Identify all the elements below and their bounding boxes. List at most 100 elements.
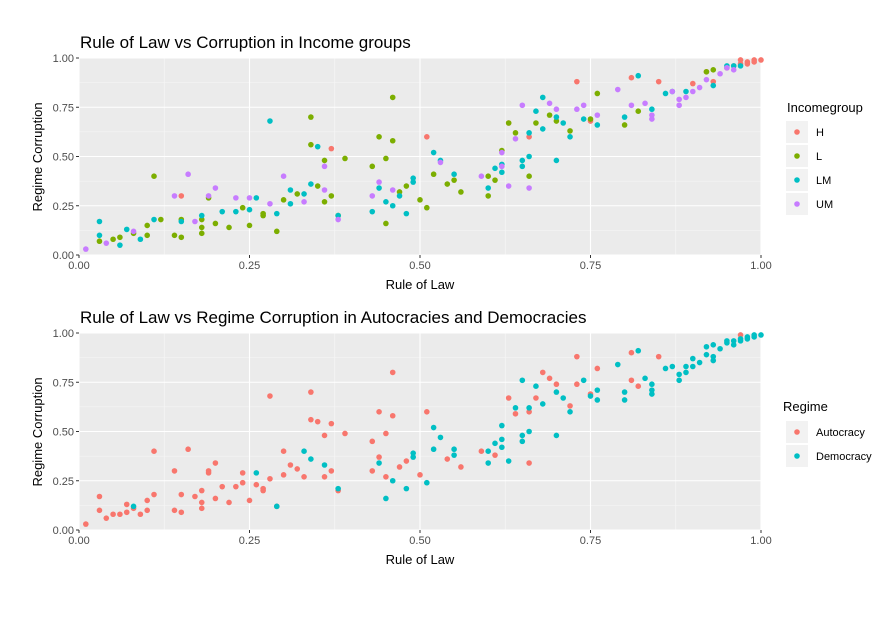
point-um bbox=[642, 100, 648, 107]
point-democracy bbox=[539, 401, 546, 407]
point-democracy bbox=[676, 371, 682, 378]
point-l bbox=[96, 238, 103, 245]
point-l bbox=[424, 204, 430, 211]
point-autocracy bbox=[151, 491, 157, 498]
legend-label: UM bbox=[816, 199, 833, 211]
x-axis-ticks: 0.00 0.25 0.50 0.75 1.00 bbox=[68, 530, 772, 547]
point-l bbox=[321, 199, 328, 205]
point-democracy bbox=[519, 432, 526, 439]
point-autocracy bbox=[178, 491, 185, 498]
x-axis-title: Rule of Law bbox=[386, 277, 455, 292]
point-autocracy bbox=[280, 448, 287, 455]
point-autocracy bbox=[123, 501, 130, 508]
point-democracy bbox=[635, 347, 642, 354]
point-um bbox=[580, 102, 587, 109]
point-autocracy bbox=[287, 462, 294, 468]
x-tick-label: 1.00 bbox=[750, 260, 771, 272]
legend-title: Regime bbox=[783, 399, 828, 414]
point-autocracy bbox=[424, 409, 430, 415]
point-democracy bbox=[512, 405, 519, 411]
point-l bbox=[198, 230, 205, 237]
legend-key-l bbox=[794, 153, 800, 159]
point-lm bbox=[123, 226, 130, 233]
point-lm bbox=[96, 218, 103, 225]
legend-key-um bbox=[794, 201, 800, 207]
point-democracy bbox=[335, 485, 341, 492]
point-autocracy bbox=[212, 495, 219, 502]
point-um bbox=[519, 102, 526, 109]
point-l bbox=[587, 116, 594, 122]
point-autocracy bbox=[96, 493, 103, 500]
point-um bbox=[280, 173, 287, 179]
point-autocracy bbox=[376, 454, 382, 460]
point-um bbox=[553, 106, 560, 113]
point-l bbox=[151, 173, 157, 179]
y-tick-label: 0.25 bbox=[53, 476, 74, 488]
point-lm bbox=[335, 212, 341, 219]
legend-key-autocracy bbox=[794, 429, 800, 435]
point-autocracy bbox=[123, 509, 130, 516]
chart-regime: Rule of Law vs Regime Corruption in Auto… bbox=[30, 308, 872, 567]
point-autocracy bbox=[321, 474, 328, 480]
point-l bbox=[328, 193, 335, 199]
x-tick-label: 0.50 bbox=[409, 535, 430, 547]
point-democracy bbox=[437, 434, 444, 441]
x-tick-label: 0.25 bbox=[239, 260, 260, 272]
point-democracy bbox=[505, 458, 512, 464]
point-um bbox=[669, 88, 676, 95]
point-lm bbox=[533, 108, 539, 114]
y-axis-ticks: 0.00 0.25 0.50 0.75 1.00 bbox=[53, 328, 79, 537]
point-democracy bbox=[321, 462, 328, 468]
point-democracy bbox=[710, 357, 717, 364]
legend-label: Autocracy bbox=[816, 427, 865, 439]
point-lm bbox=[273, 210, 280, 217]
point-l bbox=[389, 94, 396, 101]
point-um bbox=[335, 216, 341, 223]
point-um bbox=[614, 86, 621, 93]
point-lm bbox=[383, 199, 389, 205]
point-democracy bbox=[130, 503, 137, 510]
legend-label: L bbox=[816, 151, 822, 163]
point-democracy bbox=[301, 448, 307, 455]
point-democracy bbox=[526, 428, 532, 435]
point-h bbox=[328, 145, 335, 152]
point-lm bbox=[492, 165, 498, 172]
point-lm bbox=[539, 94, 546, 101]
point-um bbox=[546, 100, 553, 107]
point-lm bbox=[287, 200, 294, 207]
point-autocracy bbox=[567, 403, 573, 409]
point-autocracy bbox=[737, 332, 744, 338]
point-um bbox=[676, 102, 682, 109]
point-l bbox=[294, 191, 301, 197]
point-um bbox=[246, 195, 253, 201]
point-democracy bbox=[451, 446, 457, 453]
point-autocracy bbox=[403, 458, 410, 464]
point-l bbox=[226, 224, 232, 231]
point-autocracy bbox=[539, 369, 546, 376]
point-l bbox=[273, 228, 280, 235]
point-democracy bbox=[737, 336, 744, 342]
point-autocracy bbox=[328, 468, 335, 474]
point-l bbox=[158, 216, 164, 223]
point-autocracy bbox=[574, 353, 580, 360]
point-l bbox=[710, 67, 717, 73]
point-l bbox=[396, 189, 403, 195]
y-axis-title: Regime Corruption bbox=[30, 102, 45, 211]
point-lm bbox=[710, 82, 717, 89]
point-autocracy bbox=[260, 485, 266, 492]
point-democracy bbox=[519, 438, 526, 445]
point-um bbox=[192, 218, 198, 225]
point-lm bbox=[539, 126, 546, 132]
point-lm bbox=[314, 143, 321, 150]
point-democracy bbox=[587, 393, 594, 399]
point-autocracy bbox=[198, 499, 205, 506]
point-l bbox=[178, 234, 185, 241]
point-l bbox=[144, 222, 150, 229]
point-lm bbox=[287, 187, 294, 193]
point-autocracy bbox=[171, 507, 178, 514]
point-l bbox=[171, 232, 178, 239]
point-autocracy bbox=[635, 383, 642, 389]
point-autocracy bbox=[389, 412, 396, 419]
point-um bbox=[267, 200, 273, 207]
point-lm bbox=[519, 163, 526, 170]
